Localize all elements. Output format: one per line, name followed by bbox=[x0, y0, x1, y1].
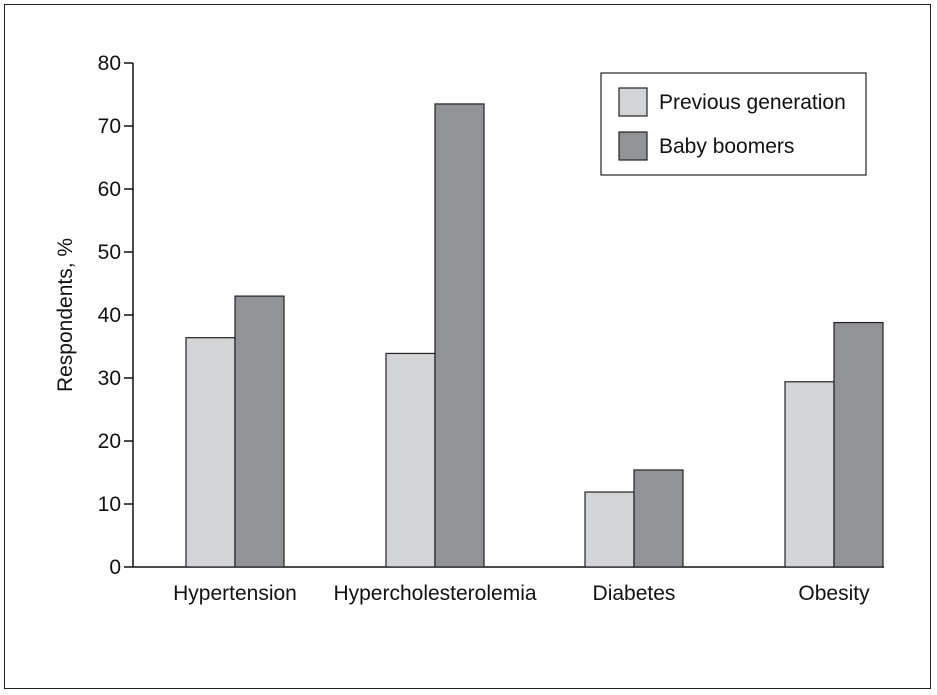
y-axis-title: Respondents, % bbox=[54, 238, 77, 392]
y-tick-label: 0 bbox=[109, 556, 121, 579]
y-tick-label: 80 bbox=[98, 52, 121, 75]
y-tick-label: 20 bbox=[98, 430, 121, 453]
legend-label: Baby boomers bbox=[659, 135, 794, 158]
bar-baby-boomers bbox=[833, 321, 884, 568]
legend-label: Previous generation bbox=[659, 91, 846, 114]
legend-swatch bbox=[618, 87, 648, 117]
x-tick-label: Hypercholesterolemia bbox=[333, 582, 536, 605]
y-tick-label: 10 bbox=[98, 493, 121, 516]
labels: 0 10 20 30 40 50 60 70 80 Respondents, % Hypertens… bbox=[54, 52, 870, 605]
bars bbox=[185, 103, 884, 568]
bar-previous-generation bbox=[185, 337, 236, 568]
bar-baby-boomers bbox=[633, 469, 684, 568]
y-tick-label: 50 bbox=[98, 241, 121, 264]
legend-swatch bbox=[618, 131, 648, 161]
bar-previous-generation bbox=[784, 381, 835, 568]
bar-baby-boomers bbox=[434, 103, 485, 568]
legend: Previous generation Baby boomers bbox=[600, 72, 867, 176]
y-tick-label: 70 bbox=[98, 115, 121, 138]
figure-frame bbox=[4, 4, 931, 689]
x-tick-label: Obesity bbox=[798, 582, 870, 605]
y-tick-label: 60 bbox=[98, 178, 121, 201]
y-tick-label: 40 bbox=[98, 304, 121, 327]
x-tick-label: Hypertension bbox=[173, 582, 297, 605]
bar-previous-generation bbox=[385, 352, 436, 568]
bar-previous-generation bbox=[584, 491, 635, 568]
y-tick-label: 30 bbox=[98, 367, 121, 390]
x-tick-label: Diabetes bbox=[593, 582, 676, 605]
bar-baby-boomers bbox=[234, 295, 285, 568]
